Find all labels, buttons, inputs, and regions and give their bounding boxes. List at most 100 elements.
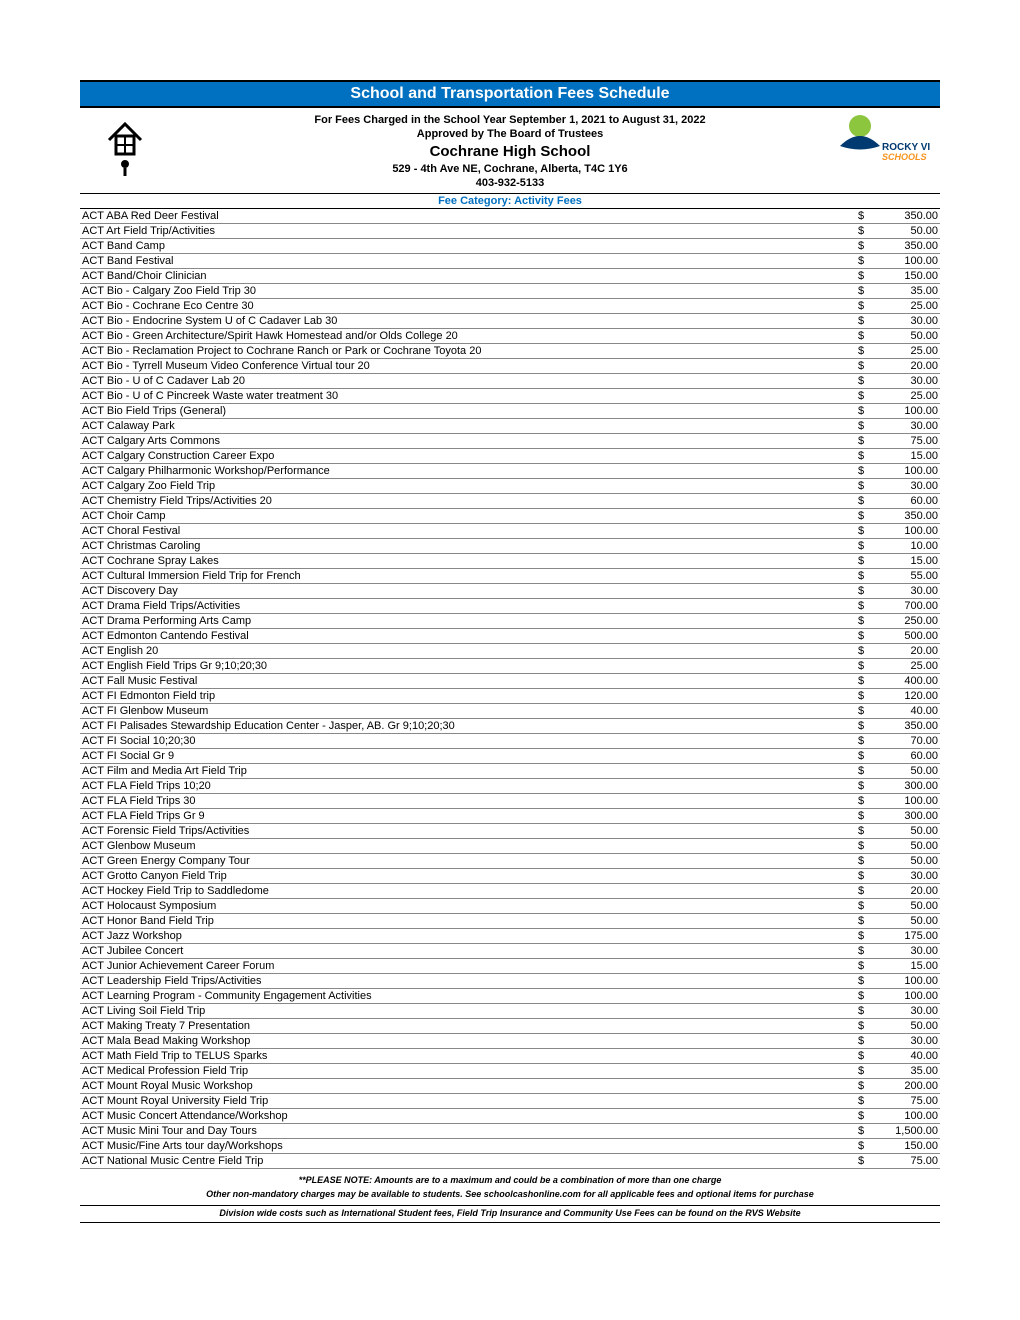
fee-amount: 50.00: [870, 224, 940, 239]
fee-currency: $: [850, 344, 870, 359]
fee-amount: 30.00: [870, 374, 940, 389]
fee-currency: $: [850, 524, 870, 539]
fee-currency: $: [850, 584, 870, 599]
fee-currency: $: [850, 1109, 870, 1124]
fee-amount: 15.00: [870, 554, 940, 569]
footnote-1: **PLEASE NOTE: Amounts are to a maximum …: [80, 1175, 940, 1185]
fee-name: ACT Calgary Construction Career Expo: [80, 449, 850, 464]
fee-amount: 25.00: [870, 299, 940, 314]
fee-currency: $: [850, 674, 870, 689]
fee-name: ACT Music Concert Attendance/Workshop: [80, 1109, 850, 1124]
fee-row: ACT English Field Trips Gr 9;10;20;30$25…: [80, 659, 940, 674]
fee-amount: 100.00: [870, 464, 940, 479]
fee-row: ACT Band Festival$100.00: [80, 254, 940, 269]
fee-currency: $: [850, 494, 870, 509]
fee-row: ACT Calgary Zoo Field Trip$30.00: [80, 479, 940, 494]
fee-name: ACT Math Field Trip to TELUS Sparks: [80, 1049, 850, 1064]
fee-name: ACT Band/Choir Clinician: [80, 269, 850, 284]
fee-amount: 350.00: [870, 209, 940, 224]
fee-currency: $: [850, 1049, 870, 1064]
fee-currency: $: [850, 974, 870, 989]
fee-amount: 200.00: [870, 1079, 940, 1094]
fee-amount: 100.00: [870, 1109, 940, 1124]
fee-amount: 35.00: [870, 1064, 940, 1079]
fee-row: ACT National Music Centre Field Trip$75.…: [80, 1154, 940, 1169]
fee-name: ACT Drama Field Trips/Activities: [80, 599, 850, 614]
fee-name: ACT Drama Performing Arts Camp: [80, 614, 850, 629]
fee-amount: 250.00: [870, 614, 940, 629]
fee-row: ACT FI Glenbow Museum$40.00: [80, 704, 940, 719]
fee-row: ACT Fall Music Festival$400.00: [80, 674, 940, 689]
fee-name: ACT Calgary Arts Commons: [80, 434, 850, 449]
fee-amount: 40.00: [870, 1049, 940, 1064]
fee-currency: $: [850, 449, 870, 464]
fee-name: ACT Bio - Reclamation Project to Cochran…: [80, 344, 850, 359]
fee-currency: $: [850, 719, 870, 734]
fee-currency: $: [850, 224, 870, 239]
fee-amount: 50.00: [870, 824, 940, 839]
fee-row: ACT Honor Band Field Trip$50.00: [80, 914, 940, 929]
footnotes: **PLEASE NOTE: Amounts are to a maximum …: [80, 1175, 940, 1223]
fee-name: ACT Cultural Immersion Field Trip for Fr…: [80, 569, 850, 584]
fee-currency: $: [850, 989, 870, 1004]
fee-currency: $: [850, 554, 870, 569]
fee-row: ACT Cultural Immersion Field Trip for Fr…: [80, 569, 940, 584]
fee-amount: 30.00: [870, 584, 940, 599]
fee-currency: $: [850, 614, 870, 629]
fee-row: ACT FLA Field Trips Gr 9$300.00: [80, 809, 940, 824]
fee-row: ACT FI Social 10;20;30$70.00: [80, 734, 940, 749]
fee-currency: $: [850, 1094, 870, 1109]
fee-row: ACT Mount Royal Music Workshop$200.00: [80, 1079, 940, 1094]
fee-amount: 300.00: [870, 809, 940, 824]
fee-amount: 1,500.00: [870, 1124, 940, 1139]
fee-currency: $: [850, 734, 870, 749]
fee-currency: $: [850, 959, 870, 974]
fee-amount: 25.00: [870, 659, 940, 674]
fee-row: ACT Choral Festival$100.00: [80, 524, 940, 539]
fee-amount: 35.00: [870, 284, 940, 299]
fee-currency: $: [850, 404, 870, 419]
fee-amount: 350.00: [870, 719, 940, 734]
fee-amount: 75.00: [870, 434, 940, 449]
fee-name: ACT Holocaust Symposium: [80, 899, 850, 914]
fee-row: ACT FI Palisades Stewardship Education C…: [80, 719, 940, 734]
fee-row: ACT Chemistry Field Trips/Activities 20$…: [80, 494, 940, 509]
fee-currency: $: [850, 794, 870, 809]
fee-currency: $: [850, 209, 870, 224]
fee-amount: 50.00: [870, 914, 940, 929]
fee-name: ACT Grotto Canyon Field Trip: [80, 869, 850, 884]
fee-row: ACT Edmonton Cantendo Festival$500.00: [80, 629, 940, 644]
fee-row: ACT English 20$20.00: [80, 644, 940, 659]
fee-currency: $: [850, 239, 870, 254]
fee-name: ACT ABA Red Deer Festival: [80, 209, 850, 224]
fee-name: ACT Bio - Tyrrell Museum Video Conferenc…: [80, 359, 850, 374]
fee-name: ACT Bio - U of C Pincreek Waste water tr…: [80, 389, 850, 404]
fee-amount: 100.00: [870, 404, 940, 419]
fee-amount: 120.00: [870, 689, 940, 704]
fee-name: ACT Art Field Trip/Activities: [80, 224, 850, 239]
fee-row: ACT Math Field Trip to TELUS Sparks$40.0…: [80, 1049, 940, 1064]
fee-name: ACT FI Social Gr 9: [80, 749, 850, 764]
fee-row: ACT Living Soil Field Trip$30.00: [80, 1004, 940, 1019]
fee-currency: $: [850, 629, 870, 644]
fee-name: ACT FLA Field Trips Gr 9: [80, 809, 850, 824]
fee-amount: 100.00: [870, 794, 940, 809]
fee-row: ACT Cochrane Spray Lakes$15.00: [80, 554, 940, 569]
fee-amount: 30.00: [870, 1004, 940, 1019]
fee-name: ACT FLA Field Trips 10;20: [80, 779, 850, 794]
fee-currency: $: [850, 899, 870, 914]
fee-amount: 55.00: [870, 569, 940, 584]
fee-currency: $: [850, 389, 870, 404]
fee-currency: $: [850, 749, 870, 764]
fee-row: ACT Bio - Green Architecture/Spirit Hawk…: [80, 329, 940, 344]
fee-amount: 75.00: [870, 1094, 940, 1109]
fee-currency: $: [850, 269, 870, 284]
fee-name: ACT Bio - Calgary Zoo Field Trip 30: [80, 284, 850, 299]
fee-row: ACT Bio - Cochrane Eco Centre 30$25.00: [80, 299, 940, 314]
fee-category-bar: Fee Category: Activity Fees: [80, 193, 940, 209]
fee-name: ACT Bio - U of C Cadaver Lab 20: [80, 374, 850, 389]
fee-row: ACT Discovery Day$30.00: [80, 584, 940, 599]
fee-row: ACT Bio Field Trips (General)$100.00: [80, 404, 940, 419]
fee-currency: $: [850, 1034, 870, 1049]
fee-row: ACT Music Mini Tour and Day Tours$1,500.…: [80, 1124, 940, 1139]
